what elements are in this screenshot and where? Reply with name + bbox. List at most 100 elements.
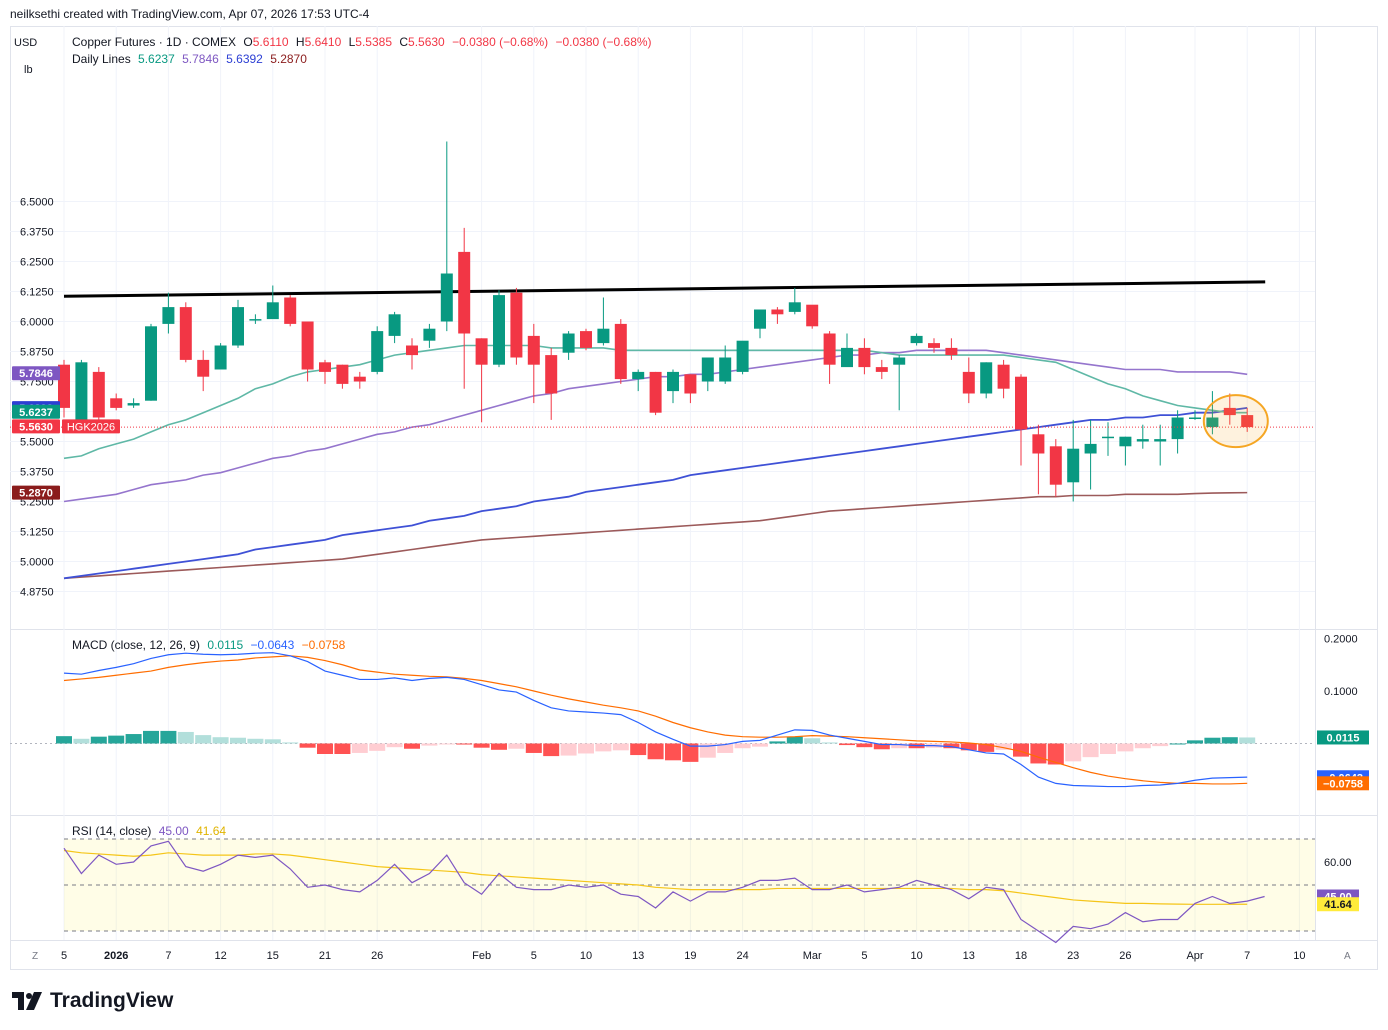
currency-label[interactable]: USD [14,37,38,49]
candle-body [423,328,436,341]
macd-histogram-bar [1030,743,1047,764]
macd-histogram-bar [1187,740,1203,744]
time-tick-label: 18 [1015,950,1027,962]
symbol-label: Copper Futures · 1D · COMEX [72,35,237,49]
candle-body [580,331,592,348]
candle-body [562,333,575,353]
macd-histogram-bar [1169,743,1186,745]
macd-histogram-bar [578,743,594,754]
candle-body [945,347,958,356]
candle-body [127,403,140,406]
logo-text: TradingView [50,989,174,1012]
candle-body [649,371,662,413]
candle-body [928,343,940,348]
candle-body [319,362,331,372]
candle-body [197,359,210,377]
macd-histogram-bar [212,737,229,744]
macd-histogram-bar [1065,743,1082,762]
macd-histogram-bar [421,743,438,746]
candle-body [353,376,366,382]
price-tick-label: 6.5000 [20,197,54,209]
macd-histogram-bar [264,739,281,744]
macd-tick-label: 0.2000 [1324,634,1358,646]
time-tick-label: 21 [319,950,331,962]
macd-histogram-bar [717,743,734,753]
macd-histogram-bar [560,743,577,756]
time-tick-label: 5 [61,950,67,962]
time-tick-label: 23 [1067,950,1079,962]
candle-body [1049,446,1062,485]
candle-body [788,302,801,312]
main-legend[interactable]: Copper Futures · 1D · COMEX O5.6110 H5.6… [72,35,656,49]
candle-body [736,340,749,372]
macd-histogram-bar [891,743,908,749]
price-tag-box [12,419,60,434]
tradingview-logo: TradingView [12,989,173,1013]
corner-left-button[interactable]: Z [32,951,39,962]
macd-histogram-bar [1117,743,1134,752]
macd-histogram-bar [334,743,351,754]
time-tick-label: Feb [472,950,491,962]
candle-body [179,307,192,360]
lines-legend[interactable]: Daily Lines 5.6237 5.7846 5.6392 5.2870 [72,52,311,66]
resistance-trendline [63,280,1266,298]
time-tick-label: 5 [531,950,537,962]
time-tick-label: 15 [267,950,279,962]
macd-histogram-bar [612,743,629,751]
macd-tick-label: 0.1000 [1324,686,1358,698]
high-label: H [295,35,305,49]
macd-histogram-bar [1047,743,1064,765]
macd-histogram-bar [351,743,368,753]
chart-frame [10,26,1378,970]
candle-body [1189,417,1201,419]
low-value: 5.5385 [355,35,392,49]
time-tick-label: 13 [632,950,644,962]
candle-body [614,323,627,380]
macd-hist-value: 0.0115 [207,638,244,652]
lines-label: Daily Lines [72,52,131,66]
macd-histogram-bar [369,743,386,751]
candle-body [371,331,384,372]
ma20-line [63,344,1248,460]
close-value: 5.5630 [408,35,445,49]
candle-body [980,362,993,394]
corner-right-button[interactable]: A [1344,951,1351,962]
macd-histogram-bar [769,741,786,744]
macd-histogram-bar [160,730,177,744]
macd-label: MACD (close, 12, 26, 9) [72,638,201,652]
unit-label[interactable]: lb [24,64,33,76]
macd-histogram-bar [1082,743,1099,758]
candle-body [249,319,262,321]
macd-histogram-bar [282,742,299,744]
candle-body [1084,443,1097,454]
macd-histogram-bar [1013,743,1029,757]
open-value: 5.6110 [252,35,289,49]
macd-legend[interactable]: MACD (close, 12, 26, 9) 0.0115 −0.0643 −… [72,638,349,652]
candle-body [301,321,314,370]
macd-histogram-bar [247,738,264,744]
price-tag-text: 5.7846 [19,368,53,380]
rsi-label: RSI (14, close) [72,824,152,838]
candle-body [475,338,488,365]
macd-histogram-bar [960,743,977,751]
macd-histogram-bar [839,743,855,746]
time-tick-label: 24 [736,950,748,962]
candle-body [771,309,784,315]
rsi-ma-value: 41.64 [196,824,227,838]
macd-tag-text: 0.0115 [1326,732,1359,744]
macd-histogram-bar [995,743,1012,750]
macd-histogram-bar [873,743,890,750]
macd-tag-text: −0.0758 [1323,778,1363,790]
macd-histogram-bar [491,743,507,750]
candle-body [75,362,88,423]
time-tick-label: 2026 [104,950,128,962]
close-label: C [399,35,409,49]
time-tick-label: 26 [1119,950,1131,962]
candle-body [875,367,888,372]
macd-histogram-bar [630,743,647,756]
rsi-legend[interactable]: RSI (14, close) 45.00 41.64 [72,824,230,838]
candle-body [92,371,105,418]
price-tick-label: 6.1250 [20,287,54,299]
time-tick-label: 19 [684,950,696,962]
